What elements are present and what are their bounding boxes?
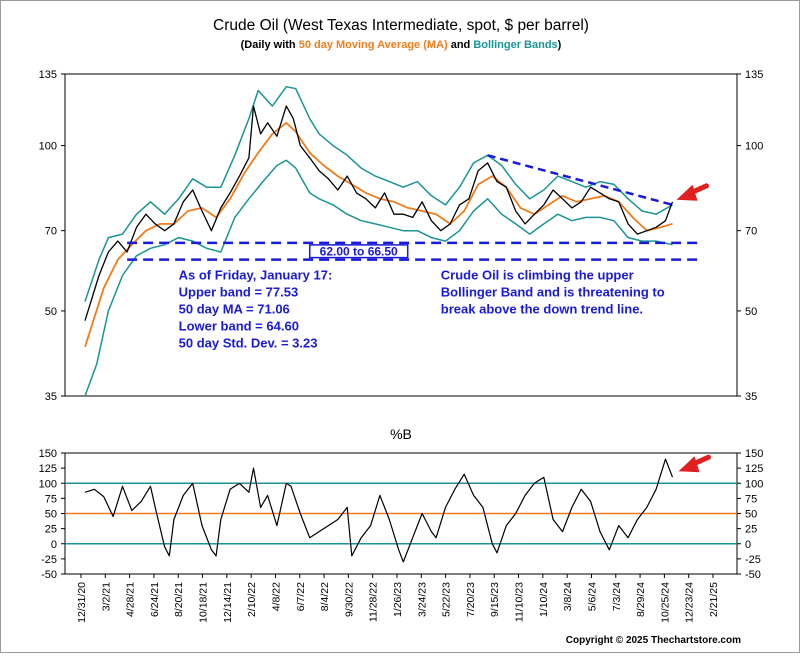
- x-tick-label: 2/21/25: [708, 582, 720, 617]
- x-tick-label: 3/24/23: [416, 582, 428, 617]
- series-upper-line: [84, 85, 673, 302]
- x-tick-label: 3/2/21: [100, 582, 112, 611]
- pctb-title: %B: [390, 426, 412, 442]
- main-plot-area: [64, 73, 738, 397]
- chart-subtitle: (Daily with 50 day Moving Average (MA) a…: [241, 39, 562, 51]
- note-right-line: break above the down trend line.: [441, 302, 643, 317]
- subtitle-bollinger-text: Bollinger Bands: [473, 39, 557, 51]
- pctb-tick-label-left: 75: [45, 493, 57, 505]
- x-tick-label: 8/4/22: [319, 582, 331, 611]
- subtitle-ma-text: 50 day Moving Average (MA): [299, 39, 448, 51]
- pctb-tick-label-right: 100: [745, 478, 763, 490]
- x-tick-label: 11/28/22: [368, 582, 380, 622]
- y-tick-label-right: 50: [745, 306, 757, 318]
- series-price-line: [84, 105, 674, 321]
- x-tick-label: 7/3/24: [611, 582, 623, 611]
- pctb-tick-label-left: 25: [45, 524, 57, 536]
- pctb-tick-label-left: 150: [39, 448, 57, 460]
- pctb-tick-label-right: 125: [745, 463, 763, 475]
- pctb-tick-label-right: 150: [745, 448, 763, 460]
- y-tick-label-left: 70: [45, 226, 57, 238]
- note-left-line: 50 day MA = 71.06: [179, 302, 290, 317]
- trend-line: [487, 154, 673, 207]
- price-arrow-head: [676, 184, 698, 201]
- x-tick-label: 11/10/23: [514, 582, 526, 622]
- x-tick-label: 8/29/24: [635, 582, 647, 617]
- series-ma-line: [84, 121, 673, 348]
- x-tick-label: 9/15/23: [489, 582, 501, 617]
- pctb-arrow-head: [678, 456, 700, 473]
- pctb-tick-label-right: 25: [745, 524, 757, 536]
- x-tick-label: 2/10/22: [246, 582, 258, 617]
- note-left-line: Lower band = 64.60: [179, 319, 299, 334]
- support-label: 62.00 to 66.50: [320, 244, 398, 258]
- x-tick-label: 5/6/24: [586, 582, 598, 611]
- x-tick-label: 6/24/21: [149, 582, 161, 617]
- y-tick-label-right: 100: [745, 141, 763, 153]
- pctb-tick-label-left: 100: [39, 478, 57, 490]
- subtitle-part-1: (Daily with: [241, 39, 299, 51]
- main-plot-layer: 35 35 50 50 70 70 100 100 135 135 62.00 to 66.50 As…: [39, 69, 764, 403]
- y-tick-label-left: 100: [39, 141, 57, 153]
- x-tick-label: 12/14/21: [222, 582, 234, 623]
- pctb-tick-label-left: -25: [41, 554, 57, 566]
- pctb-plot-layer: -50 -50 -25 -25 0 0 25 25 50 50 75 75 100 100 125 125 15…: [39, 448, 764, 581]
- note-left-line: Upper band = 77.53: [179, 285, 299, 300]
- x-tick-label: 5/22/23: [441, 582, 453, 617]
- pctb-tick-label-left: -50: [41, 569, 57, 581]
- x-tick-label: 4/28/21: [125, 582, 137, 617]
- series-lower-line: [84, 159, 673, 397]
- x-tick-label: 4/8/22: [270, 582, 282, 611]
- pctb-tick-label-left: 125: [39, 463, 57, 475]
- y-tick-label-left: 135: [39, 69, 57, 81]
- pctb-tick-label-left: 0: [51, 539, 57, 551]
- chart-title: Crude Oil (West Texas Intermediate, spot…: [213, 17, 589, 34]
- x-tick-label: 12/31/20: [76, 582, 88, 623]
- x-tick-label: 10/25/24: [659, 582, 671, 623]
- series-pctb-line: [84, 458, 674, 563]
- support-label-box: [308, 244, 409, 259]
- x-tick-label: 1/26/23: [392, 582, 404, 617]
- x-axis: 12/31/20 3/2/21 4/28/21 6/24/21 8/20/21 10/18…: [76, 574, 720, 623]
- pctb-tick-label-right: 0: [745, 539, 751, 551]
- note-right-line: Bollinger Band and is threatening to: [441, 285, 665, 300]
- note-left-line: 50 day Std. Dev. = 3.23: [179, 336, 318, 351]
- y-tick-label-right: 70: [745, 226, 757, 238]
- copyright-text: Copyright © 2025 Thechartstore.com: [566, 635, 741, 646]
- y-tick-label-right: 135: [745, 69, 763, 81]
- subtitle-part-5: ): [558, 39, 562, 51]
- x-tick-label: 9/30/22: [343, 582, 355, 617]
- pctb-tick-label-left: 50: [45, 509, 57, 521]
- x-tick-label: 6/7/22: [295, 582, 307, 611]
- pctb-tick-label-right: -50: [745, 569, 761, 581]
- y-tick-label-left: 50: [45, 306, 57, 318]
- y-tick-label-right: 35: [745, 391, 757, 403]
- x-tick-label: 8/20/21: [173, 582, 185, 617]
- pctb-tick-label-right: 50: [745, 509, 757, 521]
- pctb-tick-label-right: 75: [745, 493, 757, 505]
- x-tick-label: 1/10/24: [538, 582, 550, 617]
- x-tick-label: 10/18/21: [198, 582, 210, 623]
- note-right-line: Crude Oil is climbing the upper: [441, 268, 634, 283]
- x-tick-label: 12/23/24: [684, 582, 696, 623]
- pctb-tick-label-right: -25: [745, 554, 761, 566]
- subtitle-part-3: and: [448, 39, 474, 51]
- x-tick-label: 7/20/23: [465, 582, 477, 617]
- note-left-line: As of Friday, January 17:: [179, 268, 333, 283]
- x-tick-label: 3/8/24: [562, 582, 574, 611]
- y-tick-label-left: 35: [45, 391, 57, 403]
